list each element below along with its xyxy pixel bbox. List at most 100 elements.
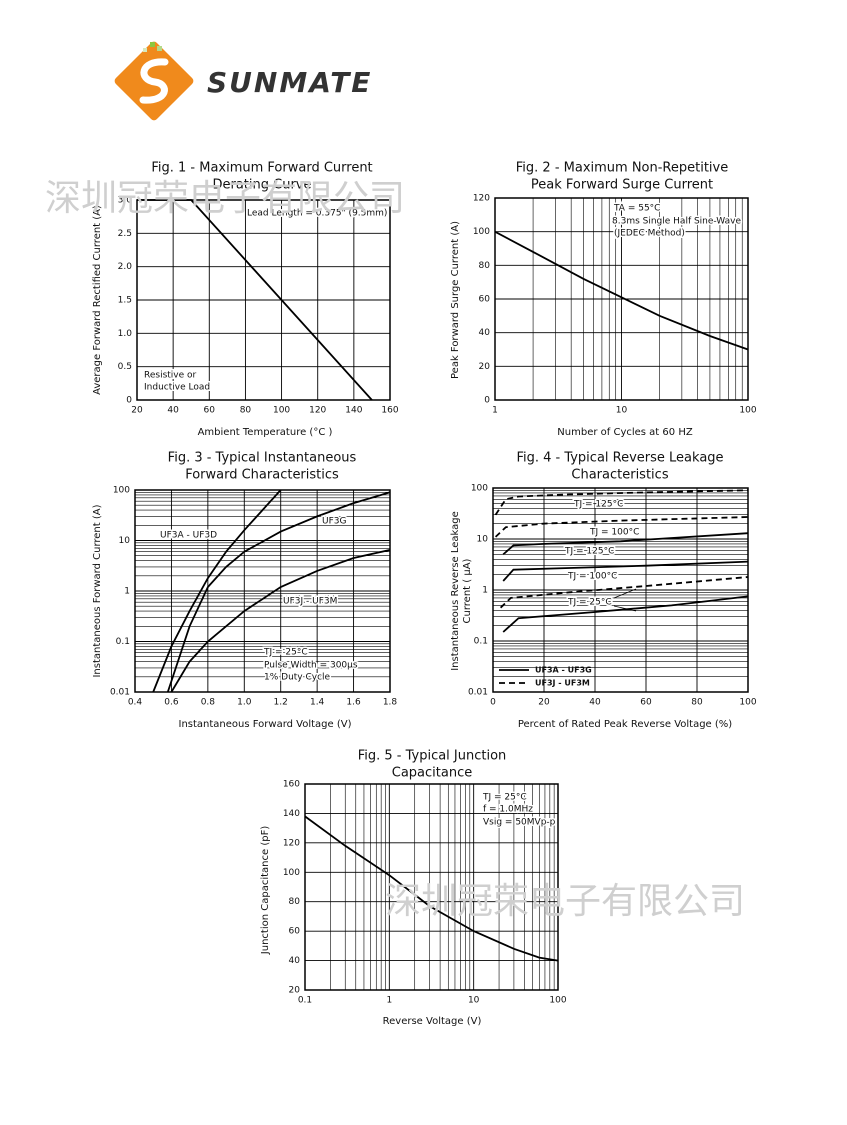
y-tick-label: 80 [479, 261, 491, 271]
y-tick-label: 100 [113, 486, 130, 496]
logo-mark [114, 41, 194, 121]
curve-label: TJ = 125°C [564, 547, 614, 557]
x-tick-label: 1.6 [346, 698, 361, 708]
curve-label: TJ = 100°C [589, 528, 639, 538]
x-tick-label: 0.4 [128, 698, 143, 708]
y-tick-label: 1 [482, 586, 488, 596]
annotation: Vsig = 50MVp-p [483, 818, 556, 828]
logo-s [139, 58, 169, 104]
x-tick-label: 0.6 [164, 698, 179, 708]
y-tick-label: 2.0 [118, 262, 133, 272]
arrow [613, 605, 637, 612]
legend-label: UF3A - UF3G [535, 666, 592, 675]
annotation: TA = 55°C [613, 204, 660, 214]
y-tick-label: 0.01 [110, 688, 130, 698]
annotation: TJ = 25°C [263, 648, 308, 658]
x-tick-label: 1.4 [310, 698, 325, 708]
annotation: (JEDEC Method) [614, 229, 685, 239]
logo-text: SUNMATE [207, 66, 372, 99]
plot-frame [494, 197, 749, 401]
x-tick-label: 100 [549, 996, 566, 1006]
y-tick-label: 0.1 [474, 637, 488, 647]
y-tick-label: 40 [479, 328, 491, 338]
y-axis-label: Instantaneous Forward Current (A) [92, 504, 103, 677]
x-tick-label: 60 [204, 406, 216, 416]
x-tick-label: 1.0 [237, 698, 252, 708]
y-tick-label: 0.01 [468, 688, 488, 698]
x-tick-label: 1.8 [383, 698, 398, 708]
curve [494, 230, 749, 351]
annotation: Lead Length = 0.375" (9.5mm) [247, 209, 387, 219]
curve-label: UF3G [322, 517, 346, 527]
y-tick-label: 10 [477, 535, 489, 545]
y-tick-label: 1.0 [118, 329, 133, 339]
y-tick-label: 0 [126, 396, 132, 406]
chart-title: Fig. 2 - Maximum Non-Repetitive [516, 161, 729, 176]
y-axis-label: Average Forward Rectified Current (A) [92, 205, 103, 395]
y-tick-label: 100 [471, 484, 488, 494]
curve [152, 489, 282, 693]
y-tick-label: 20 [479, 362, 491, 372]
y-tick-label: 1 [124, 587, 130, 597]
y-tick-label: 10 [119, 536, 131, 546]
x-tick-label: 100 [739, 406, 756, 416]
y-tick-label: 60 [289, 927, 301, 937]
annotation: TJ = 25°C [482, 793, 527, 803]
chart-title: Peak Forward Surge Current [531, 178, 713, 193]
curve-label: TJ = 100°C [567, 572, 617, 582]
y-tick-label: 0 [484, 396, 490, 406]
x-tick-label: 80 [691, 698, 703, 708]
plot-background [305, 784, 558, 990]
y-tick-label: 20 [289, 986, 301, 996]
y-tick-label: 1.5 [118, 296, 132, 306]
x-tick-label: 0 [490, 698, 496, 708]
y-axis-label: Instantaneous Reverse Leakage [450, 511, 461, 671]
y-tick-label: 100 [283, 868, 300, 878]
annotation: 1% Duty Cycle [264, 673, 331, 683]
y-tick-label: 100 [473, 227, 490, 237]
x-axis-label: Ambient Temperature (°C ) [198, 427, 333, 438]
y-tick-label: 160 [283, 780, 300, 790]
curve-label: UF3A - UF3D [160, 531, 217, 541]
chart-title: Characteristics [571, 468, 668, 483]
x-tick-label: 100 [739, 698, 756, 708]
curve [170, 549, 391, 693]
watermark: 深圳冠荣电子有限公司 [385, 881, 745, 922]
chart-title: Fig. 4 - Typical Reverse Leakage [516, 451, 723, 466]
x-axis-label: Reverse Voltage (V) [383, 1016, 482, 1027]
x-tick-label: 80 [240, 406, 252, 416]
x-tick-label: 120 [309, 406, 326, 416]
y-tick-label: 140 [283, 809, 300, 819]
logo-pixel [143, 48, 147, 52]
x-axis-label: Instantaneous Forward Voltage (V) [179, 719, 352, 730]
y-axis-label: Junction Capacitance (pF) [260, 826, 271, 956]
charts: 20 40 60 80 100 120 140 16000.51.01.52.02.53.0F… [92, 161, 757, 1028]
chart-title: Derating Curve [212, 178, 311, 193]
x-tick-label: 0.1 [298, 996, 312, 1006]
y-tick-label: 80 [289, 897, 301, 907]
annotation: Inductive Load [144, 383, 210, 393]
y-tick-label: 60 [479, 295, 491, 305]
x-tick-label: 20 [538, 698, 550, 708]
y-tick-label: 120 [473, 194, 490, 204]
x-tick-label: 1 [492, 406, 498, 416]
curve [166, 491, 391, 693]
annotation: Resistive or [144, 371, 197, 381]
logo-pixel [150, 42, 155, 47]
x-tick-label: 10 [616, 406, 628, 416]
curve [502, 532, 749, 556]
y-tick-label: 120 [283, 838, 300, 848]
y-tick-label: 0.5 [118, 362, 132, 372]
chart-title: Fig. 1 - Maximum Forward Current [151, 161, 372, 176]
curve-label: UF3J - UF3M [283, 597, 337, 607]
curve [499, 576, 749, 609]
curve-label: TJ = 25°C [567, 598, 612, 608]
y-axis-label: Current ( μA) [462, 558, 473, 623]
x-tick-label: 160 [381, 406, 398, 416]
curve [494, 489, 749, 516]
x-axis-label: Number of Cycles at 60 HZ [557, 427, 693, 438]
x-tick-label: 20 [131, 406, 143, 416]
plot-frame [134, 489, 391, 693]
annotation: Pulse Width = 300μs [264, 661, 358, 671]
